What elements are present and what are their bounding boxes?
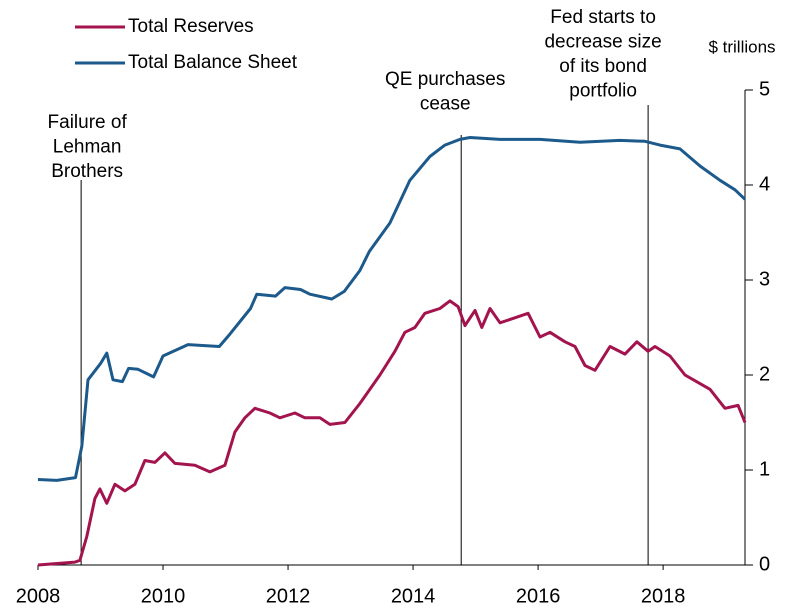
series-line (37, 136, 747, 482)
x-tick-label: 2014 (391, 585, 436, 607)
annotation-text: decrease size (544, 32, 661, 53)
annotation-text: of its bond (559, 56, 647, 77)
legend-label: Total Balance Sheet (128, 52, 298, 73)
annotation-text: portfolio (569, 81, 637, 102)
series-line (37, 299, 747, 567)
y-tick-label: 5 (759, 78, 770, 100)
y-axis-label: $ trillions (708, 37, 775, 56)
y-tick-label: 0 (759, 553, 770, 575)
x-tick-label: 2008 (16, 585, 61, 607)
y-tick-label: 1 (759, 458, 770, 480)
annotation-text: Brothers (51, 161, 123, 182)
annotation-text: QE purchases (385, 69, 505, 90)
annotation-text: Lehman (53, 137, 122, 158)
annotation-text: Fed starts to (550, 7, 656, 28)
y-tick-label: 2 (759, 363, 770, 385)
x-tick-label: 2012 (266, 585, 311, 607)
y-tick-label: 4 (759, 173, 770, 195)
legend-label: Total Reserves (128, 16, 254, 37)
x-tick-label: 2016 (516, 585, 561, 607)
x-tick-label: 2018 (641, 585, 686, 607)
x-tick-label: 2010 (141, 585, 186, 607)
annotation-text: cease (420, 94, 471, 115)
y-tick-label: 3 (759, 268, 770, 290)
annotation-text: Failure of (48, 112, 128, 133)
